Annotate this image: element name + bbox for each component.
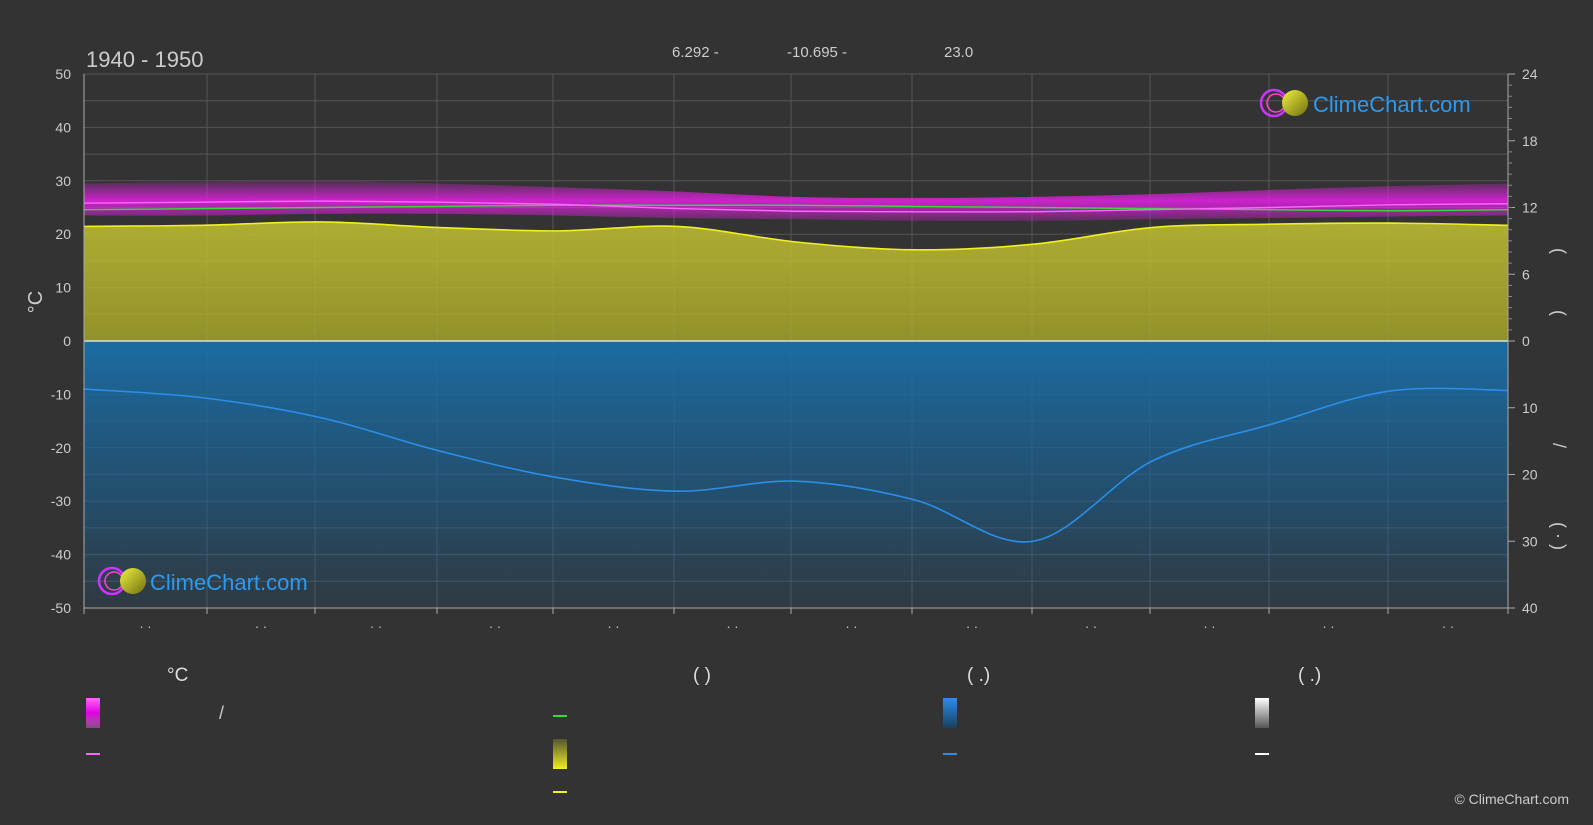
x-tick-label: · · [966,619,978,634]
data-areas [84,180,1508,608]
y-tick-right-precip: 30 [1522,533,1538,549]
right-axis-paren-a: ( [1549,248,1569,254]
y-tick-right-precip: 20 [1522,467,1538,483]
y-tick-left: 50 [55,66,71,82]
x-tick-label: · · [139,619,151,634]
sunshine-line [83,221,1509,251]
copyright: © ClimeChart.com [1454,791,1569,807]
y-tick-left: -20 [51,440,71,456]
logo-bottom: ClimeChart.com [97,566,308,596]
x-tick-label: · · [489,619,501,634]
legend-precip-swatch [943,698,957,728]
legend-slash: / [219,703,225,723]
x-tick-label: · · [1203,619,1215,634]
right-axis-paren-c: ( · ) [1549,522,1569,550]
y-tick-left: 40 [55,119,71,135]
y-tick-left: 10 [55,280,71,296]
y-tick-left: -50 [51,600,71,616]
x-tick-label: · · [726,619,738,634]
legend-snow-line-swatch [1255,753,1269,755]
legend-snow-swatch [1255,698,1269,728]
x-tick-label: · · [1085,619,1097,634]
x-tick-label: · · [370,619,382,634]
right-axis-slash: / [1549,443,1569,448]
data-lines [83,200,1509,543]
x-tick-label: · · [845,619,857,634]
x-tick-label: · · [1322,619,1334,634]
y-tick-right-hours: 0 [1522,333,1530,349]
legend-col2-title: ( ) [693,665,711,686]
x-tick-label: · · [607,619,619,634]
logo-top: ClimeChart.com [1259,88,1471,118]
period-title: 1940 - 1950 [86,47,203,72]
y-tick-left: 20 [55,226,71,242]
y-tick-left: 30 [55,173,71,189]
legend-col4-title: ( .) [1298,665,1322,686]
legend-daylight-swatch [553,715,567,717]
y-tick-left: -40 [51,547,71,563]
y-tick-left: 0 [63,333,71,349]
stat-2: -10.695 - [787,44,847,61]
sunshine-area [84,221,1508,341]
x-tick-label: · · [1442,619,1454,634]
logo-top-text: ClimeChart.com [1313,92,1471,117]
right-axis-paren-b: ( [1549,310,1569,316]
precipitation-area [84,341,1508,608]
legend-sunshine-swatch [553,739,567,769]
y-tick-right-precip: 40 [1522,600,1538,616]
axes: 50 40 30 20 10 0 -10 -20 -30 -40 -50 24 18 12 6 0 10 20 30… [51,66,1538,634]
logo-globe-icon [1282,90,1308,116]
y-tick-right-precip: 10 [1522,400,1538,416]
y-tick-right-hours: 24 [1522,66,1538,82]
legend-temp-range-swatch [86,698,100,728]
legend-col1-title: °C [167,665,189,686]
y-tick-right-hours: 12 [1522,200,1538,216]
legend-temp-mean-swatch [86,753,100,755]
legend-sunshine-line-swatch [553,791,567,793]
legend-precip-line-swatch [943,753,957,755]
y-tick-right-hours: 6 [1522,266,1530,282]
legend-col3-title: ( .) [967,665,991,686]
stat-3: 23.0 [944,44,973,61]
y-axis-left-title: °C [25,291,47,313]
logo-globe-icon [120,568,146,594]
logo-bottom-text: ClimeChart.com [150,570,308,595]
stat-1: 6.292 - [672,44,719,61]
temperature-range-band [84,180,1508,222]
y-tick-left: -30 [51,493,71,509]
daylight-line [83,204,1509,212]
x-tick-label: · · [255,619,267,634]
y-tick-right-hours: 18 [1522,133,1538,149]
y-tick-left: -10 [51,386,71,402]
temp-mean-line [83,200,1509,213]
precipitation-line [83,387,1509,543]
